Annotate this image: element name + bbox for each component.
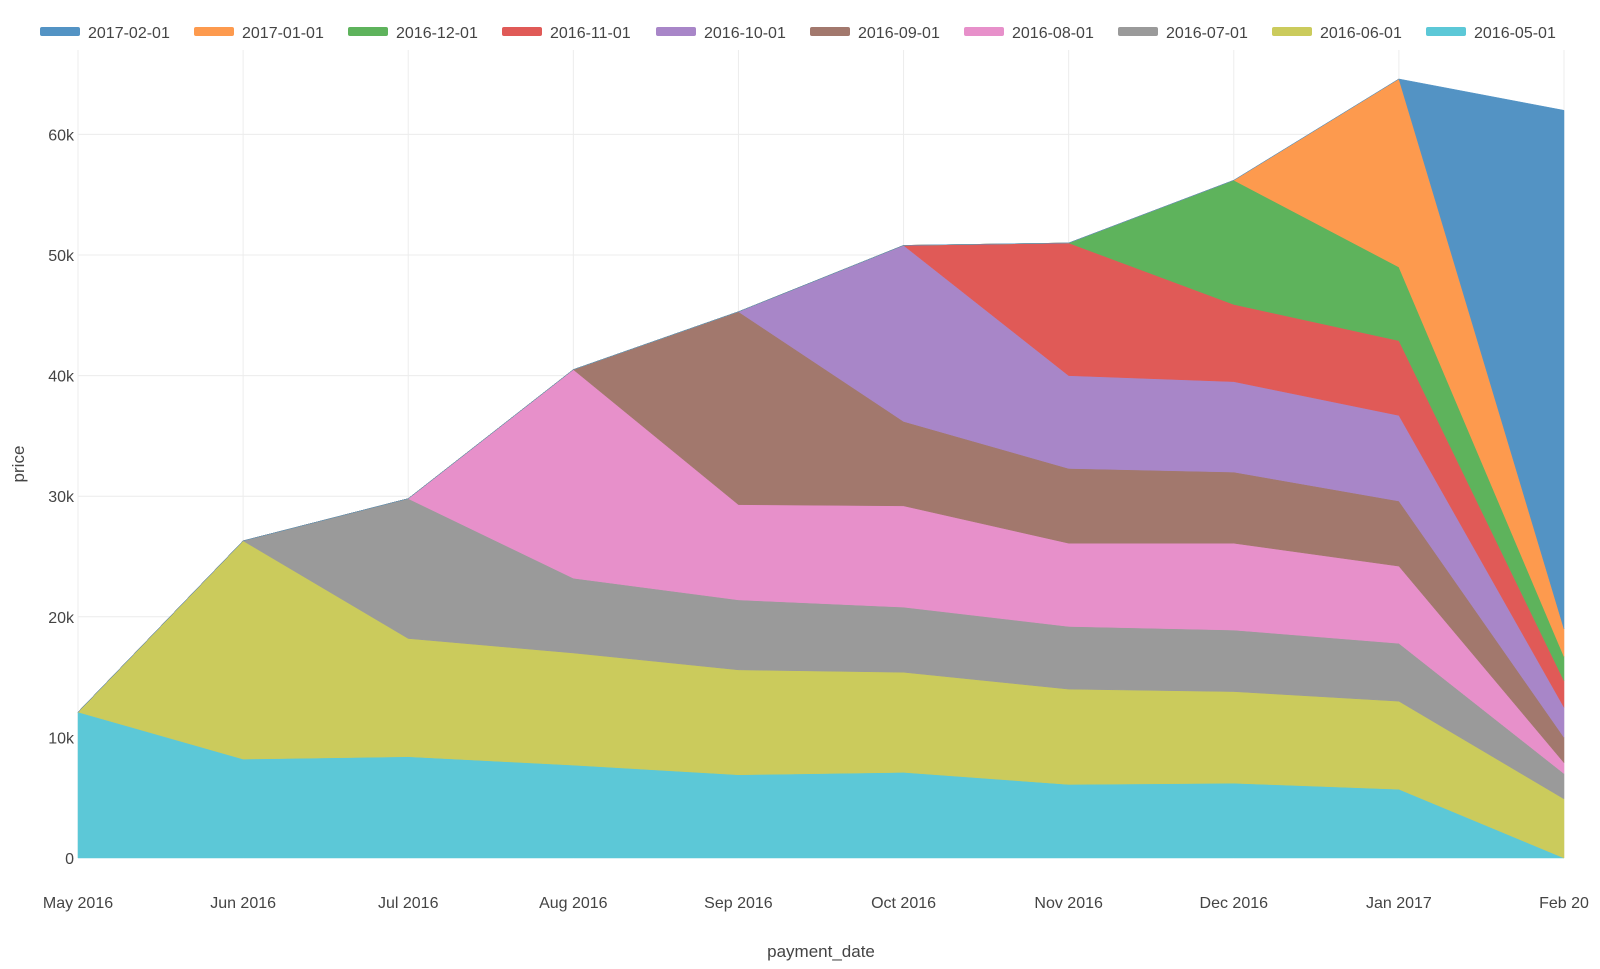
legend-label: 2017-01-01 — [242, 25, 324, 42]
legend-swatch — [1272, 27, 1312, 36]
legend-swatch — [348, 27, 388, 36]
legend-label: 2016-11-01 — [550, 25, 631, 42]
legend-label: 2016-05-01 — [1474, 25, 1556, 42]
area-layer — [77, 78, 1565, 859]
x-tick-label: Nov 2016 — [1034, 895, 1103, 912]
legend-swatch — [40, 27, 80, 36]
legend-item-2017-01-01[interactable]: 2017-01-01 — [194, 25, 324, 42]
legend-item-2016-05-01[interactable]: 2016-05-01 — [1426, 25, 1556, 42]
y-tick-label: 30k — [48, 489, 75, 506]
y-tick-label: 20k — [48, 610, 75, 627]
legend-item-2017-02-01[interactable]: 2017-02-01 — [40, 25, 170, 42]
x-tick-label: Jul 2016 — [378, 895, 439, 912]
legend-item-2016-08-01[interactable]: 2016-08-01 — [964, 25, 1094, 42]
legend-item-2016-07-01[interactable]: 2016-07-01 — [1118, 25, 1248, 42]
legend-label: 2016-08-01 — [1012, 25, 1094, 42]
x-tick-label: Sep 2016 — [704, 895, 773, 912]
y-tick-label: 10k — [48, 730, 75, 747]
legend-item-2016-12-01[interactable]: 2016-12-01 — [348, 25, 478, 42]
x-axis-title: payment_date — [767, 942, 875, 961]
legend-label: 2016-06-01 — [1320, 25, 1402, 42]
x-tick-label: Feb 20 — [1539, 895, 1589, 912]
legend-item-2016-09-01[interactable]: 2016-09-01 — [810, 25, 940, 42]
area-series-2017-02-01[interactable] — [77, 78, 1565, 713]
axis-layer: May 2016 Jun 2016 Jul 2016 Aug 2016 Sep 2016… — [43, 127, 1589, 912]
legend-item-2016-10-01[interactable]: 2016-10-01 — [656, 25, 786, 42]
x-tick-label: Jun 2016 — [210, 895, 276, 912]
x-tick-label: Oct 2016 — [871, 895, 936, 912]
legend-label: 2016-10-01 — [704, 25, 786, 42]
y-tick-label: 60k — [48, 127, 75, 144]
legend-swatch — [656, 27, 696, 36]
x-tick-label: May 2016 — [43, 895, 113, 912]
y-tick-label: 0 — [65, 851, 74, 868]
x-tick-label: Aug 2016 — [539, 895, 608, 912]
y-axis-title: price — [9, 446, 28, 483]
legend-swatch — [1118, 27, 1158, 36]
legend-swatch — [502, 27, 542, 36]
y-tick-label: 40k — [48, 369, 75, 386]
legend-swatch — [1426, 27, 1466, 36]
legend-swatch — [810, 27, 850, 36]
y-tick-label: 50k — [48, 248, 75, 265]
x-tick-label: Dec 2016 — [1200, 895, 1269, 912]
legend-label: 2016-12-01 — [396, 25, 478, 42]
legend-item-2016-06-01[interactable]: 2016-06-01 — [1272, 25, 1402, 42]
x-tick-label: Jan 2017 — [1366, 895, 1432, 912]
legend-swatch — [964, 27, 1004, 36]
legend-swatch — [194, 27, 234, 36]
legend-label: 2016-09-01 — [858, 25, 940, 42]
legend-label: 2016-07-01 — [1166, 25, 1248, 42]
legend-label: 2017-02-01 — [88, 25, 170, 42]
legend-item-2016-11-01[interactable]: 2016-11-01 — [502, 25, 631, 42]
legend[interactable]: 2017-02-01 2017-01-01 2016-12-01 2016-11-01… — [40, 25, 1556, 42]
